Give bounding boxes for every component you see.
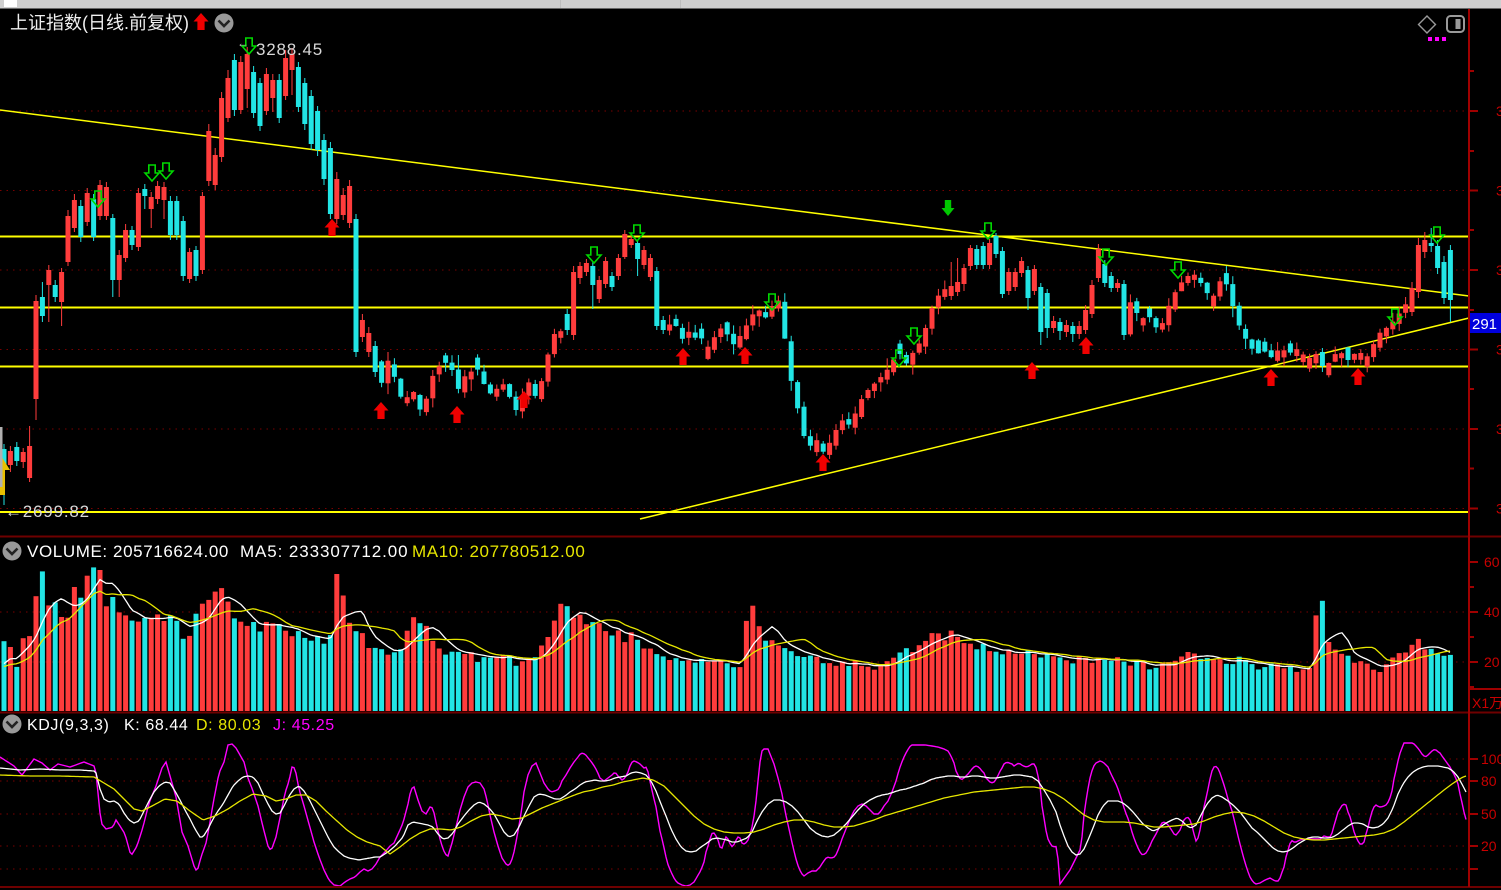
svg-text:20: 20 (1484, 654, 1500, 670)
svg-text:20: 20 (1481, 838, 1497, 854)
svg-text:←: ← (237, 36, 249, 50)
svg-text:50: 50 (1481, 806, 1497, 822)
svg-text:J: 45.25: J: 45.25 (273, 717, 335, 734)
svg-text:KDJ(9,3,3): KDJ(9,3,3) (27, 717, 109, 734)
svg-text:80: 80 (1481, 773, 1497, 789)
svg-text:VOLUME: 205716624.00: VOLUME: 205716624.00 (27, 542, 229, 561)
svg-text:100: 100 (1481, 751, 1501, 767)
svg-text:291: 291 (1472, 316, 1497, 333)
svg-text:K: 68.44: K: 68.44 (124, 717, 188, 734)
svg-text:32: 32 (1496, 183, 1501, 199)
svg-text:32: 32 (1496, 342, 1501, 358)
svg-text:上证指数(日线.前复权): 上证指数(日线.前复权) (10, 13, 189, 33)
svg-text:←2699.82: ←2699.82 (5, 502, 90, 521)
svg-text:MA5: 233307712.00: MA5: 233307712.00 (240, 542, 408, 561)
svg-text:D: 80.03: D: 80.03 (196, 717, 261, 734)
svg-text:32: 32 (1496, 103, 1501, 119)
svg-text:32: 32 (1496, 421, 1501, 437)
svg-text:32: 32 (1496, 501, 1501, 517)
svg-text:X1万: X1万 (1472, 695, 1501, 711)
svg-text:32: 32 (1496, 262, 1501, 278)
svg-text:60: 60 (1484, 554, 1500, 570)
svg-text:3288.45: 3288.45 (256, 40, 323, 59)
svg-text:40: 40 (1484, 604, 1500, 620)
svg-text:MA10: 207780512.00: MA10: 207780512.00 (412, 542, 585, 561)
